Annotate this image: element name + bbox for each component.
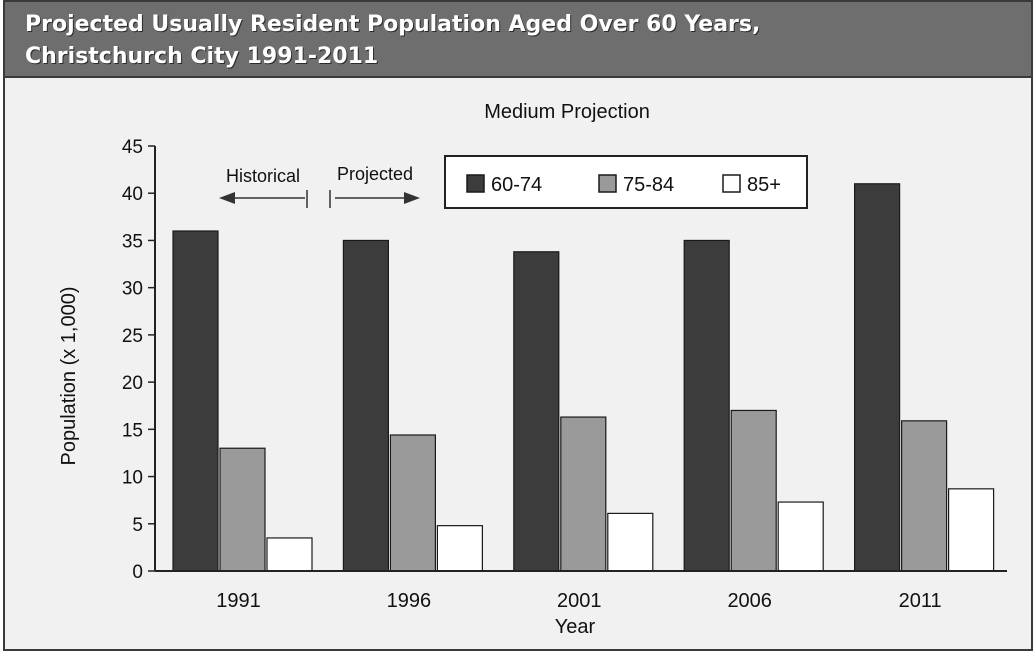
bars-group xyxy=(172,183,995,572)
chart-title: Medium Projection xyxy=(484,101,650,123)
x-tick-label: 2011 xyxy=(899,590,942,612)
bar-75-84-2006 xyxy=(730,409,777,572)
bar-60-74-1996 xyxy=(342,239,389,572)
y-tick-label: 35 xyxy=(122,231,143,252)
period-annotation: Historical Projected xyxy=(219,164,420,208)
y-tick-label: 15 xyxy=(122,420,143,441)
header-banner: Projected Usually Resident Population Ag… xyxy=(5,2,1031,78)
legend-swatch-75-84 xyxy=(598,174,617,193)
legend-label-60-74: 60-74 xyxy=(491,174,542,196)
bar-85+-1996 xyxy=(436,525,483,572)
bar-75-84-2001 xyxy=(560,416,607,572)
bar-60-74-1991 xyxy=(172,230,219,572)
legend-label-75-84: 75-84 xyxy=(623,174,674,196)
x-axis: 1991 1996 2001 2006 2011 xyxy=(155,570,1007,612)
title-line-2: Christchurch City 1991-2011 xyxy=(25,44,379,69)
legend: 60-74 75-84 85+ xyxy=(444,155,808,209)
x-tick-label: 2001 xyxy=(557,590,602,612)
bar-60-74-2011 xyxy=(853,183,901,572)
bar-85+-2011 xyxy=(947,488,995,572)
bar-85+-2006 xyxy=(777,501,824,572)
y-axis-label: Population (x 1,000) xyxy=(58,286,80,465)
title-line-1: Projected Usually Resident Population Ag… xyxy=(25,12,761,37)
legend-swatch-85+ xyxy=(722,174,741,193)
bar-75-84-1996 xyxy=(389,434,436,572)
x-tick-label: 2006 xyxy=(727,590,772,612)
x-tick-label: 1996 xyxy=(387,590,432,612)
bar-75-84-1991 xyxy=(219,447,266,572)
y-tick-label: 30 xyxy=(122,279,143,300)
projected-label: Projected xyxy=(337,164,413,184)
legend-box xyxy=(444,155,808,209)
bar-60-74-2001 xyxy=(513,251,560,572)
bar-85+-1991 xyxy=(266,537,313,572)
projected-arrowhead xyxy=(404,192,420,204)
bar-60-74-2006 xyxy=(683,239,730,572)
bar-chart: Medium Projection Population (x 1,000) Y… xyxy=(58,101,1007,638)
x-tick-label: 1991 xyxy=(216,590,261,612)
legend-swatch-60-74 xyxy=(466,174,485,193)
y-axis: 0 5 10 15 20 25 30 35 40 45 xyxy=(122,137,156,583)
y-tick-label: 45 xyxy=(122,137,143,158)
bar-85+-2001 xyxy=(607,512,654,572)
chart-frame: Projected Usually Resident Population Ag… xyxy=(3,0,1033,651)
y-tick-label: 40 xyxy=(122,184,143,205)
y-tick-label: 0 xyxy=(132,562,143,583)
y-tick-label: 25 xyxy=(122,326,143,347)
x-axis-label: Year xyxy=(555,616,596,638)
y-tick-label: 5 xyxy=(132,515,143,536)
y-tick-label: 20 xyxy=(122,373,143,394)
legend-label-85+: 85+ xyxy=(747,174,781,196)
y-tick-label: 10 xyxy=(122,468,143,489)
bar-75-84-2011 xyxy=(900,420,948,572)
historical-arrowhead xyxy=(219,192,235,204)
historical-label: Historical xyxy=(226,166,300,186)
